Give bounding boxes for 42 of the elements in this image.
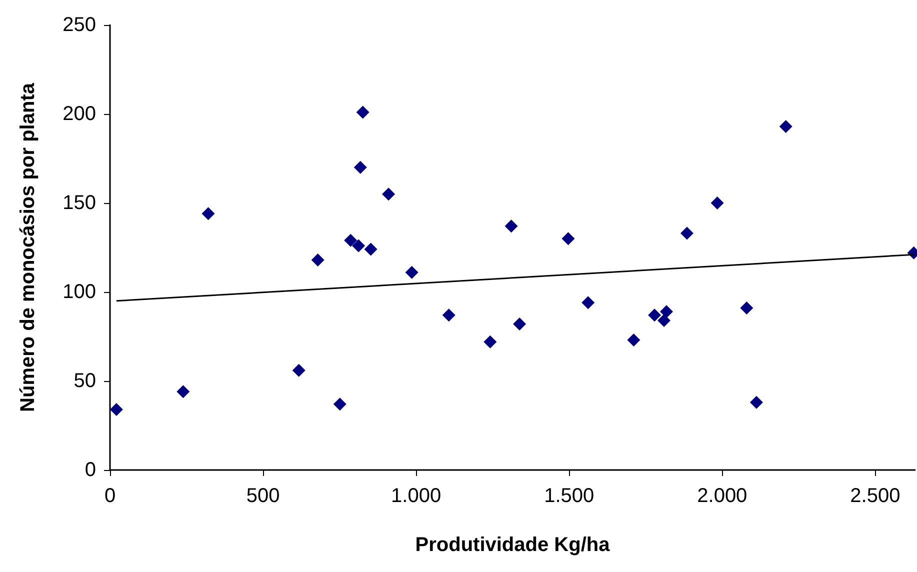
point [364,242,378,256]
y-axis-title: Número de monocásios por planta [17,82,39,412]
point [504,220,518,233]
point [710,196,724,210]
point [779,120,792,133]
point [750,396,763,409]
point [740,302,754,315]
point [311,253,324,266]
x-tick-label: 0 [104,485,116,507]
point [405,266,418,279]
point [648,308,662,322]
point [680,226,694,240]
point [627,334,640,347]
point [660,305,673,318]
x-tick-label: 500 [246,485,280,507]
y-tick-label: 200 [62,103,96,125]
point [658,314,671,327]
y-tick-label: 50 [74,370,96,392]
point [202,207,215,220]
point [354,160,367,174]
point [344,234,358,247]
x-axis-title: Produtividade Kg/ha [415,534,611,556]
x-tick-label: 2.000 [697,485,748,507]
y-tick-label: 100 [62,281,96,303]
point [484,335,497,348]
point [562,232,575,246]
point [356,106,370,119]
y-tick-label: 150 [62,192,96,214]
point [292,364,306,377]
y-tick-label: 0 [84,459,96,481]
point [513,318,526,331]
point [333,398,346,411]
x-tick-label: 2.500 [850,485,900,507]
point [382,188,396,201]
point [582,296,595,310]
point [176,385,190,398]
y-tick-label: 250 [62,14,96,36]
point [110,402,123,416]
point [352,239,366,252]
point [442,308,456,322]
x-tick-label: 1.500 [544,485,594,507]
x-tick-label: 1.000 [391,485,442,507]
